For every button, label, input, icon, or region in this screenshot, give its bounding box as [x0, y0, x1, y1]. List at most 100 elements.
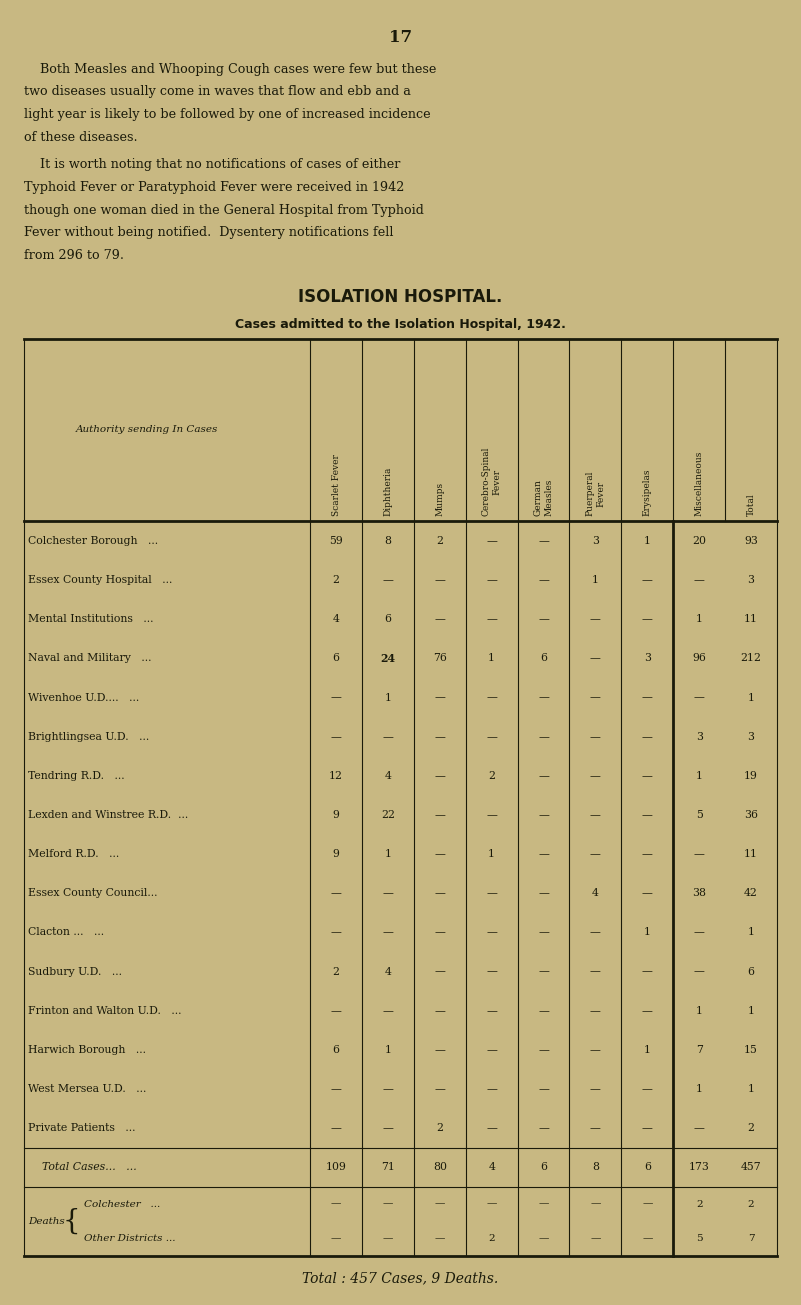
Text: —: — — [590, 928, 601, 937]
Text: —: — — [331, 1084, 341, 1094]
Text: 3: 3 — [747, 732, 755, 741]
Text: —: — — [434, 928, 445, 937]
Text: —: — — [383, 928, 393, 937]
Text: 6: 6 — [384, 615, 392, 624]
Text: —: — — [486, 1045, 497, 1054]
Text: —: — — [331, 732, 341, 741]
Text: —: — — [642, 732, 653, 741]
Text: —: — — [434, 576, 445, 585]
Text: 1: 1 — [644, 536, 650, 545]
Text: —: — — [434, 967, 445, 976]
Text: —: — — [590, 615, 601, 624]
Text: —: — — [486, 810, 497, 820]
Text: —: — — [590, 654, 601, 663]
Text: 1: 1 — [488, 654, 495, 663]
Text: —: — — [590, 967, 601, 976]
Text: —: — — [642, 1084, 653, 1094]
Text: 1: 1 — [747, 693, 755, 702]
Text: West Mersea U.D.   ...: West Mersea U.D. ... — [28, 1084, 147, 1094]
Text: —: — — [331, 693, 341, 702]
Text: —: — — [538, 967, 549, 976]
Text: —: — — [642, 693, 653, 702]
Text: —: — — [331, 928, 341, 937]
Text: —: — — [538, 615, 549, 624]
Text: 22: 22 — [381, 810, 395, 820]
Text: 4: 4 — [489, 1163, 495, 1172]
Text: —: — — [486, 1124, 497, 1133]
Text: —: — — [383, 1006, 393, 1015]
Text: 457: 457 — [741, 1163, 761, 1172]
Text: —: — — [486, 615, 497, 624]
Text: —: — — [538, 1006, 549, 1015]
Text: 4: 4 — [592, 889, 599, 898]
Text: 6: 6 — [540, 654, 547, 663]
Text: Typhoid Fever or Paratyphoid Fever were received in 1942: Typhoid Fever or Paratyphoid Fever were … — [24, 180, 405, 193]
Text: two diseases usually come in waves that flow and ebb and a: two diseases usually come in waves that … — [24, 85, 411, 98]
Text: Scarlet Fever: Scarlet Fever — [332, 454, 340, 515]
Text: Total : 457 Cases, 9 Deaths.: Total : 457 Cases, 9 Deaths. — [302, 1271, 499, 1285]
Text: 96: 96 — [692, 654, 706, 663]
Text: —: — — [486, 536, 497, 545]
Text: —: — — [590, 771, 601, 780]
Text: 1: 1 — [695, 771, 702, 780]
Text: 1: 1 — [592, 576, 599, 585]
Text: —: — — [642, 889, 653, 898]
Text: —: — — [383, 732, 393, 741]
Text: though one woman died in the General Hospital from Typhoid: though one woman died in the General Hos… — [24, 204, 424, 217]
Text: —: — — [694, 967, 705, 976]
Text: 7: 7 — [747, 1235, 755, 1244]
Text: 173: 173 — [689, 1163, 710, 1172]
Text: Mental Institutions   ...: Mental Institutions ... — [28, 615, 154, 624]
Text: —: — — [590, 1235, 601, 1244]
Text: 19: 19 — [744, 771, 758, 780]
Text: Sudbury U.D.   ...: Sudbury U.D. ... — [28, 967, 122, 976]
Text: —: — — [486, 967, 497, 976]
Text: —: — — [435, 1235, 445, 1244]
Text: —: — — [642, 850, 653, 859]
Text: —: — — [538, 810, 549, 820]
Text: 11: 11 — [744, 850, 758, 859]
Text: 3: 3 — [592, 536, 599, 545]
Text: —: — — [486, 1199, 497, 1208]
Text: Miscellaneous: Miscellaneous — [694, 450, 703, 515]
Text: Lexden and Winstree R.D.  ...: Lexden and Winstree R.D. ... — [28, 810, 188, 820]
Text: 1: 1 — [644, 1045, 650, 1054]
Text: —: — — [383, 576, 393, 585]
Text: —: — — [694, 928, 705, 937]
Text: 9: 9 — [332, 810, 340, 820]
Text: —: — — [694, 850, 705, 859]
Text: 1: 1 — [695, 1006, 702, 1015]
Text: 8: 8 — [384, 536, 392, 545]
Text: 2: 2 — [488, 771, 495, 780]
Text: Brightlingsea U.D.   ...: Brightlingsea U.D. ... — [28, 732, 149, 741]
Text: —: — — [642, 810, 653, 820]
Text: —: — — [538, 889, 549, 898]
Text: Cerebro-Spinal
Fever: Cerebro-Spinal Fever — [482, 446, 501, 515]
Text: 1: 1 — [747, 928, 755, 937]
Text: Total: Total — [747, 493, 755, 515]
Text: 6: 6 — [747, 967, 755, 976]
Text: 2: 2 — [437, 536, 443, 545]
Text: Essex County Council...: Essex County Council... — [28, 889, 158, 898]
Text: —: — — [590, 1045, 601, 1054]
Text: —: — — [642, 967, 653, 976]
Text: —: — — [538, 1084, 549, 1094]
Text: 5: 5 — [696, 810, 702, 820]
Text: —: — — [486, 732, 497, 741]
Text: —: — — [538, 850, 549, 859]
Text: —: — — [331, 1199, 341, 1208]
Text: —: — — [642, 1124, 653, 1133]
Text: 4: 4 — [384, 771, 392, 780]
Text: 3: 3 — [644, 654, 650, 663]
Text: —: — — [642, 576, 653, 585]
Text: 1: 1 — [384, 693, 392, 702]
Text: 80: 80 — [433, 1163, 447, 1172]
Text: —: — — [538, 693, 549, 702]
Text: —: — — [590, 693, 601, 702]
Text: —: — — [486, 693, 497, 702]
Text: —: — — [331, 1124, 341, 1133]
Text: 59: 59 — [329, 536, 343, 545]
Text: Colchester   ...: Colchester ... — [84, 1199, 160, 1208]
Text: —: — — [434, 1045, 445, 1054]
Text: Frinton and Walton U.D.   ...: Frinton and Walton U.D. ... — [28, 1006, 182, 1015]
